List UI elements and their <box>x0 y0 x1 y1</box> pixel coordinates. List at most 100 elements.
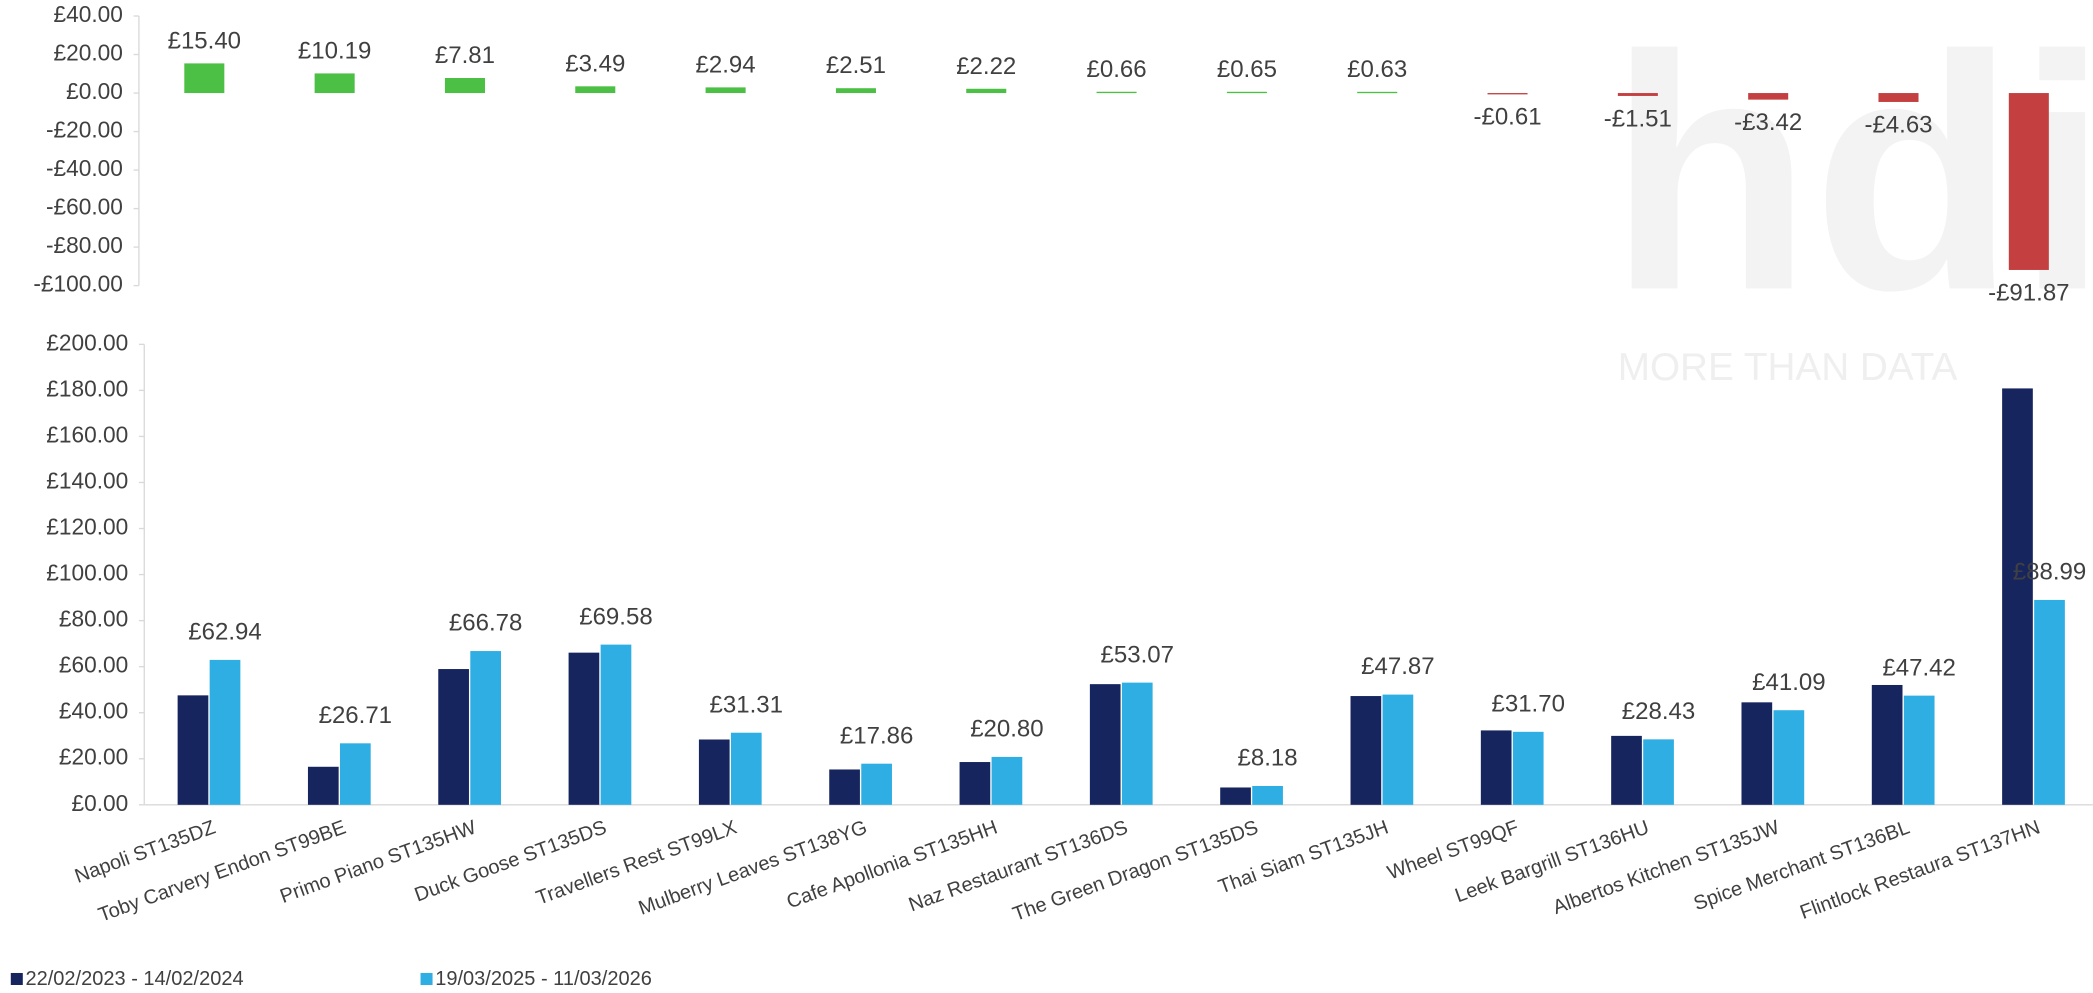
y-tick-label: -£60.00 <box>46 194 123 220</box>
data-label: £3.49 <box>565 50 625 77</box>
bar <box>184 63 225 94</box>
y-tick-label: £20.00 <box>54 40 123 66</box>
bar <box>1226 91 1267 94</box>
data-label: £47.42 <box>1882 654 1955 681</box>
data-label: £66.78 <box>449 610 522 637</box>
data-label: £0.66 <box>1087 56 1147 83</box>
y-tick-label: £120.00 <box>46 514 128 540</box>
data-label: £10.19 <box>298 37 371 64</box>
bar <box>1871 684 1903 805</box>
legend-label: 19/03/2025 - 11/03/2026 <box>435 968 652 990</box>
legend-swatch <box>10 972 23 985</box>
x-tick-label: Cafe Apollonia ST135HH <box>784 816 1001 913</box>
x-tick-label: Toby Carvery Endon ST99BE <box>96 816 349 926</box>
bar <box>307 766 339 805</box>
y-tick-label: £140.00 <box>46 467 128 493</box>
data-label: £15.40 <box>168 27 241 54</box>
data-label: £31.70 <box>1491 690 1564 717</box>
data-label: £0.65 <box>1217 56 1277 83</box>
bar <box>835 88 876 94</box>
bar <box>959 762 991 805</box>
bar <box>1487 93 1528 95</box>
bar <box>1350 696 1382 805</box>
data-label: £47.87 <box>1361 653 1434 680</box>
data-label: £41.09 <box>1752 669 1825 696</box>
data-label: £2.94 <box>696 51 756 78</box>
bar <box>1121 682 1153 805</box>
data-label: £28.43 <box>1622 698 1695 725</box>
x-tick-label: The Green Dragon ST135DS <box>1010 816 1261 925</box>
data-label: -£91.87 <box>1988 279 2069 306</box>
bar <box>568 652 600 805</box>
y-tick-label: £100.00 <box>46 560 128 586</box>
bar <box>1617 93 1658 96</box>
x-tick-label: Albertos Kitchen ST135JW <box>1550 816 1782 919</box>
bar <box>730 732 762 805</box>
y-tick-label: £160.00 <box>46 421 128 447</box>
bar <box>444 78 485 94</box>
data-label: £88.99 <box>2013 559 2086 586</box>
bar <box>470 651 501 805</box>
x-tick-label: Mulberry Leaves ST138YG <box>636 816 870 919</box>
data-label: £8.18 <box>1238 745 1298 772</box>
data-label: £62.94 <box>188 619 261 646</box>
y-tick-label: £0.00 <box>66 78 123 104</box>
bar <box>1748 93 1789 100</box>
data-label: £17.86 <box>840 722 913 749</box>
y-tick-label: £60.00 <box>59 652 128 678</box>
bar <box>1089 684 1121 805</box>
data-label: £7.81 <box>435 42 495 69</box>
legend-swatch <box>420 972 433 985</box>
bar <box>1512 731 1544 805</box>
bar <box>705 87 746 94</box>
bar <box>1252 785 1283 805</box>
bar <box>600 644 632 805</box>
y-tick-label: £40.00 <box>59 698 128 724</box>
bar <box>1643 739 1674 805</box>
watermark-tagline: MORE THAN DATA <box>1618 346 1958 389</box>
y-tick-label: -£80.00 <box>46 232 123 258</box>
data-label: £2.51 <box>826 52 886 79</box>
bar <box>438 669 469 805</box>
y-tick-label: £0.00 <box>71 790 128 816</box>
bar <box>829 769 860 805</box>
data-label: £53.07 <box>1101 641 1174 668</box>
y-tick-label: £80.00 <box>59 606 128 632</box>
bar <box>2008 93 2049 270</box>
y-tick-label: -£100.00 <box>33 271 123 297</box>
data-label: £2.22 <box>956 53 1016 80</box>
data-label: -£4.63 <box>1864 111 1932 138</box>
bar <box>1741 702 1773 805</box>
data-label: £0.63 <box>1347 56 1407 83</box>
bar <box>209 659 241 805</box>
data-label: -£1.51 <box>1604 105 1672 132</box>
legend-label: 22/02/2023 - 14/02/2024 <box>25 968 243 990</box>
bar <box>2034 599 2065 805</box>
bar <box>575 86 616 94</box>
x-tick-label: Flintlock Restaura ST137HN <box>1797 816 2043 923</box>
bar <box>1357 91 1398 94</box>
bar <box>177 695 209 805</box>
bar <box>1611 735 1642 805</box>
y-tick-label: £180.00 <box>46 375 128 401</box>
y-tick-label: £40.00 <box>54 1 123 27</box>
y-tick-label: -£40.00 <box>46 155 123 181</box>
bar <box>1096 91 1137 94</box>
bar <box>991 756 1023 805</box>
bar <box>2002 388 2033 805</box>
bar <box>339 743 371 805</box>
bar <box>966 88 1007 94</box>
data-label: £20.80 <box>970 716 1043 743</box>
y-tick-label: -£20.00 <box>46 117 123 143</box>
y-tick-label: £200.00 <box>46 329 128 355</box>
bar <box>861 763 892 805</box>
bar <box>1382 694 1414 805</box>
bar <box>698 739 730 805</box>
bar <box>1903 695 1935 805</box>
data-label: -£3.42 <box>1734 109 1802 136</box>
bar <box>1773 710 1805 805</box>
data-label: -£0.61 <box>1473 104 1541 131</box>
bar <box>1220 787 1251 805</box>
